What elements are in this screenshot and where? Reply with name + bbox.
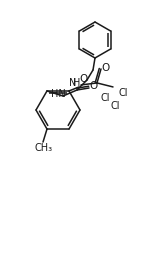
Text: CH₃: CH₃ xyxy=(35,143,53,153)
Text: O: O xyxy=(89,81,97,91)
Text: N: N xyxy=(69,78,77,88)
Text: Cl: Cl xyxy=(100,93,110,103)
Text: O: O xyxy=(102,63,110,73)
Text: O: O xyxy=(80,74,88,84)
Text: HN: HN xyxy=(51,89,65,99)
Text: H: H xyxy=(73,78,81,88)
Text: Cl: Cl xyxy=(118,88,128,98)
Text: Cl: Cl xyxy=(110,101,120,111)
